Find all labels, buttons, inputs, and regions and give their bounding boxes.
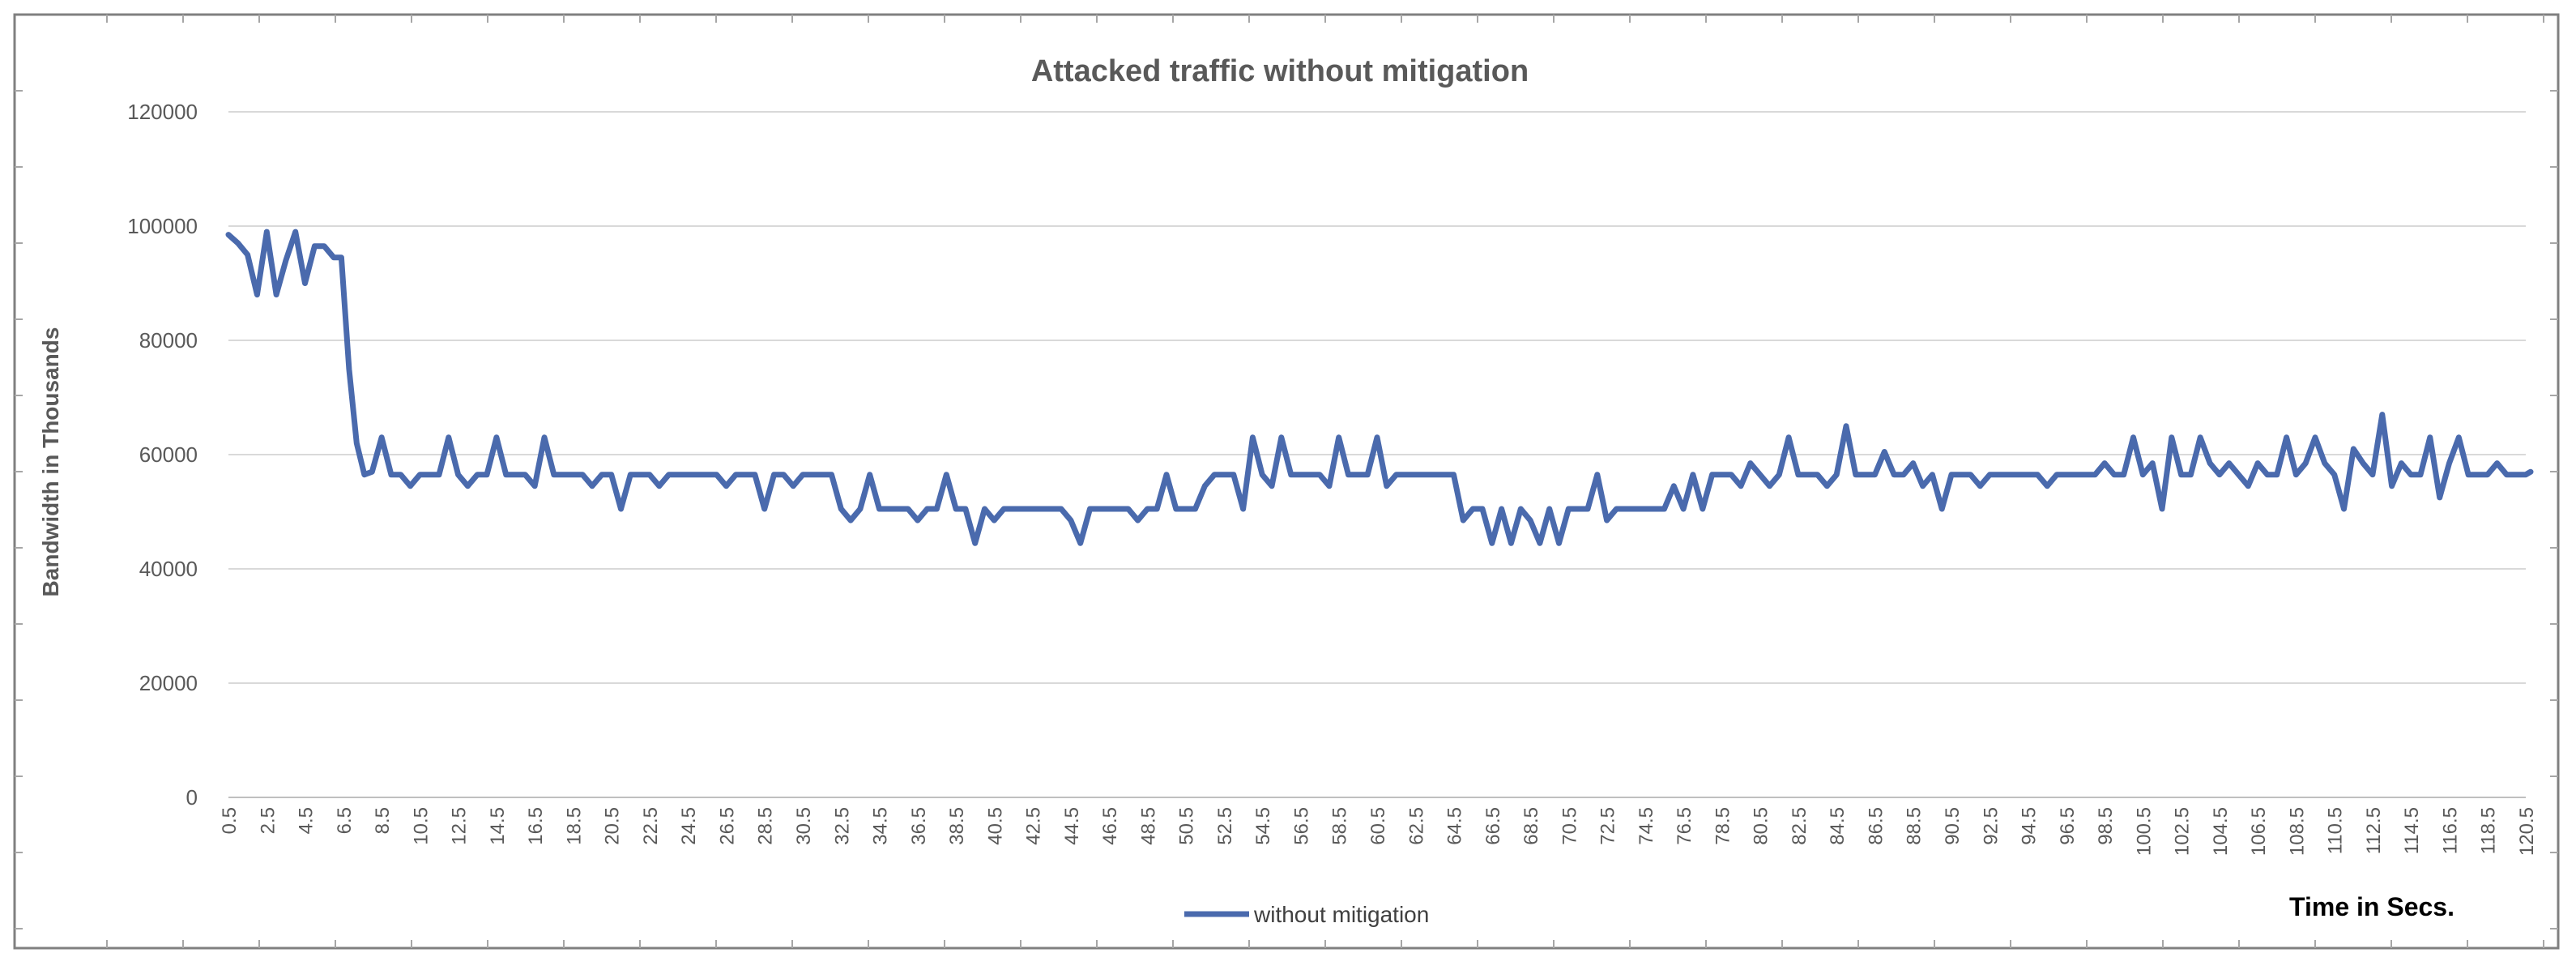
x-tick-label: 36.5: [908, 807, 930, 845]
x-tick-label: 48.5: [1137, 807, 1159, 845]
x-tick-label: 112.5: [2363, 807, 2385, 854]
x-tick-label: 82.5: [1789, 807, 1810, 845]
x-tick-label: 110.5: [2325, 807, 2347, 854]
x-axis-label: Time in Secs.: [2289, 892, 2454, 921]
x-tick-label: 108.5: [2286, 807, 2308, 856]
x-tick-label: 74.5: [1636, 807, 1657, 845]
x-tick-label: 116.5: [2439, 807, 2461, 854]
x-tick-label: 6.5: [334, 807, 356, 834]
legend-label: without mitigation: [1253, 902, 1429, 927]
y-tick-label: 0: [186, 785, 198, 810]
x-tick-label: 64.5: [1444, 807, 1466, 845]
x-tick-label: 118.5: [2478, 807, 2500, 854]
x-tick-label: 86.5: [1865, 807, 1887, 845]
x-tick-label: 20.5: [602, 807, 624, 845]
x-tick-label: 84.5: [1827, 807, 1849, 845]
x-tick-label: 0.5: [219, 807, 241, 834]
x-tick-label: 22.5: [640, 807, 662, 845]
x-tick-label: 38.5: [946, 807, 968, 845]
y-tick-label: 40000: [139, 557, 198, 581]
x-tick-label: 104.5: [2210, 807, 2232, 856]
x-tick-label: 78.5: [1712, 807, 1734, 845]
series-line-0: [225, 229, 2534, 546]
x-tick-label: 106.5: [2248, 807, 2270, 856]
x-tick-label: 60.5: [1367, 807, 1389, 845]
x-tick-label: 12.5: [449, 807, 471, 845]
x-tick-label: 4.5: [296, 807, 318, 834]
x-tick-label: 46.5: [1099, 807, 1121, 845]
x-tick-label: 68.5: [1520, 807, 1542, 845]
legend: without mitigation: [1184, 902, 1429, 927]
x-tick-label: 120.5: [2516, 807, 2538, 856]
x-tick-label: 66.5: [1482, 807, 1504, 845]
right-tick-marks: [2550, 90, 2558, 929]
x-tick-label: 96.5: [2057, 807, 2079, 845]
bottom-tick-marks: [106, 940, 2544, 948]
x-tick-label: 98.5: [2095, 807, 2117, 845]
x-tick-label: 72.5: [1597, 807, 1619, 845]
x-tick-label: 14.5: [487, 807, 509, 845]
y-tick-label: 80000: [139, 328, 198, 353]
x-tick-label: 30.5: [793, 807, 815, 845]
y-axis-tick-labels: 0 20000 40000 60000 80000 100000 120000: [127, 100, 198, 810]
x-tick-label: 80.5: [1751, 807, 1772, 845]
chart-title: Attacked traffic without mitigation: [1031, 54, 1529, 88]
chart-border: [13, 13, 2560, 950]
x-tick-label: 50.5: [1176, 807, 1198, 845]
y-axis-label: Bandwidth in Thousands: [38, 327, 63, 597]
x-tick-label: 70.5: [1559, 807, 1580, 845]
x-tick-label: 90.5: [1942, 807, 1964, 845]
y-tick-label: 100000: [127, 214, 198, 238]
top-tick-marks: [106, 15, 2544, 23]
x-tick-label: 92.5: [1980, 807, 2002, 845]
x-tick-label: 62.5: [1405, 807, 1427, 845]
x-tick-label: 26.5: [716, 807, 738, 845]
x-tick-label: 44.5: [1061, 807, 1083, 845]
x-tick-label: 88.5: [1904, 807, 1926, 845]
x-tick-label: 58.5: [1329, 807, 1351, 845]
series-group: [225, 229, 2534, 546]
x-tick-label: 114.5: [2401, 807, 2423, 854]
x-tick-label: 10.5: [410, 807, 432, 845]
x-tick-label: 102.5: [2172, 807, 2194, 856]
left-tick-marks: [15, 90, 23, 929]
x-tick-label: 2.5: [257, 807, 279, 834]
x-tick-label: 52.5: [1214, 807, 1236, 845]
x-tick-label: 40.5: [984, 807, 1006, 845]
x-tick-label: 76.5: [1674, 807, 1695, 845]
x-tick-label: 56.5: [1290, 807, 1312, 845]
x-tick-label: 42.5: [1023, 807, 1045, 845]
gridlines: [228, 111, 2526, 798]
x-tick-label: 94.5: [2019, 807, 2041, 845]
y-tick-label: 20000: [139, 671, 198, 695]
x-tick-label: 100.5: [2133, 807, 2155, 856]
x-tick-label: 54.5: [1252, 807, 1274, 845]
x-tick-label: 24.5: [678, 807, 700, 845]
x-tick-label: 28.5: [755, 807, 777, 845]
x-tick-label: 18.5: [563, 807, 585, 845]
x-tick-label: 34.5: [870, 807, 892, 845]
x-axis-tick-labels: 0.5 2.5 4.5 6.5 8.5 10.5 12.5 14.5 16.5 18.5 20.5 2…: [219, 807, 2538, 856]
x-tick-label: 8.5: [372, 807, 394, 834]
y-tick-label: 60000: [139, 442, 198, 467]
x-tick-label: 32.5: [831, 807, 853, 845]
x-tick-label: 16.5: [525, 807, 547, 845]
y-tick-label: 120000: [127, 100, 198, 124]
